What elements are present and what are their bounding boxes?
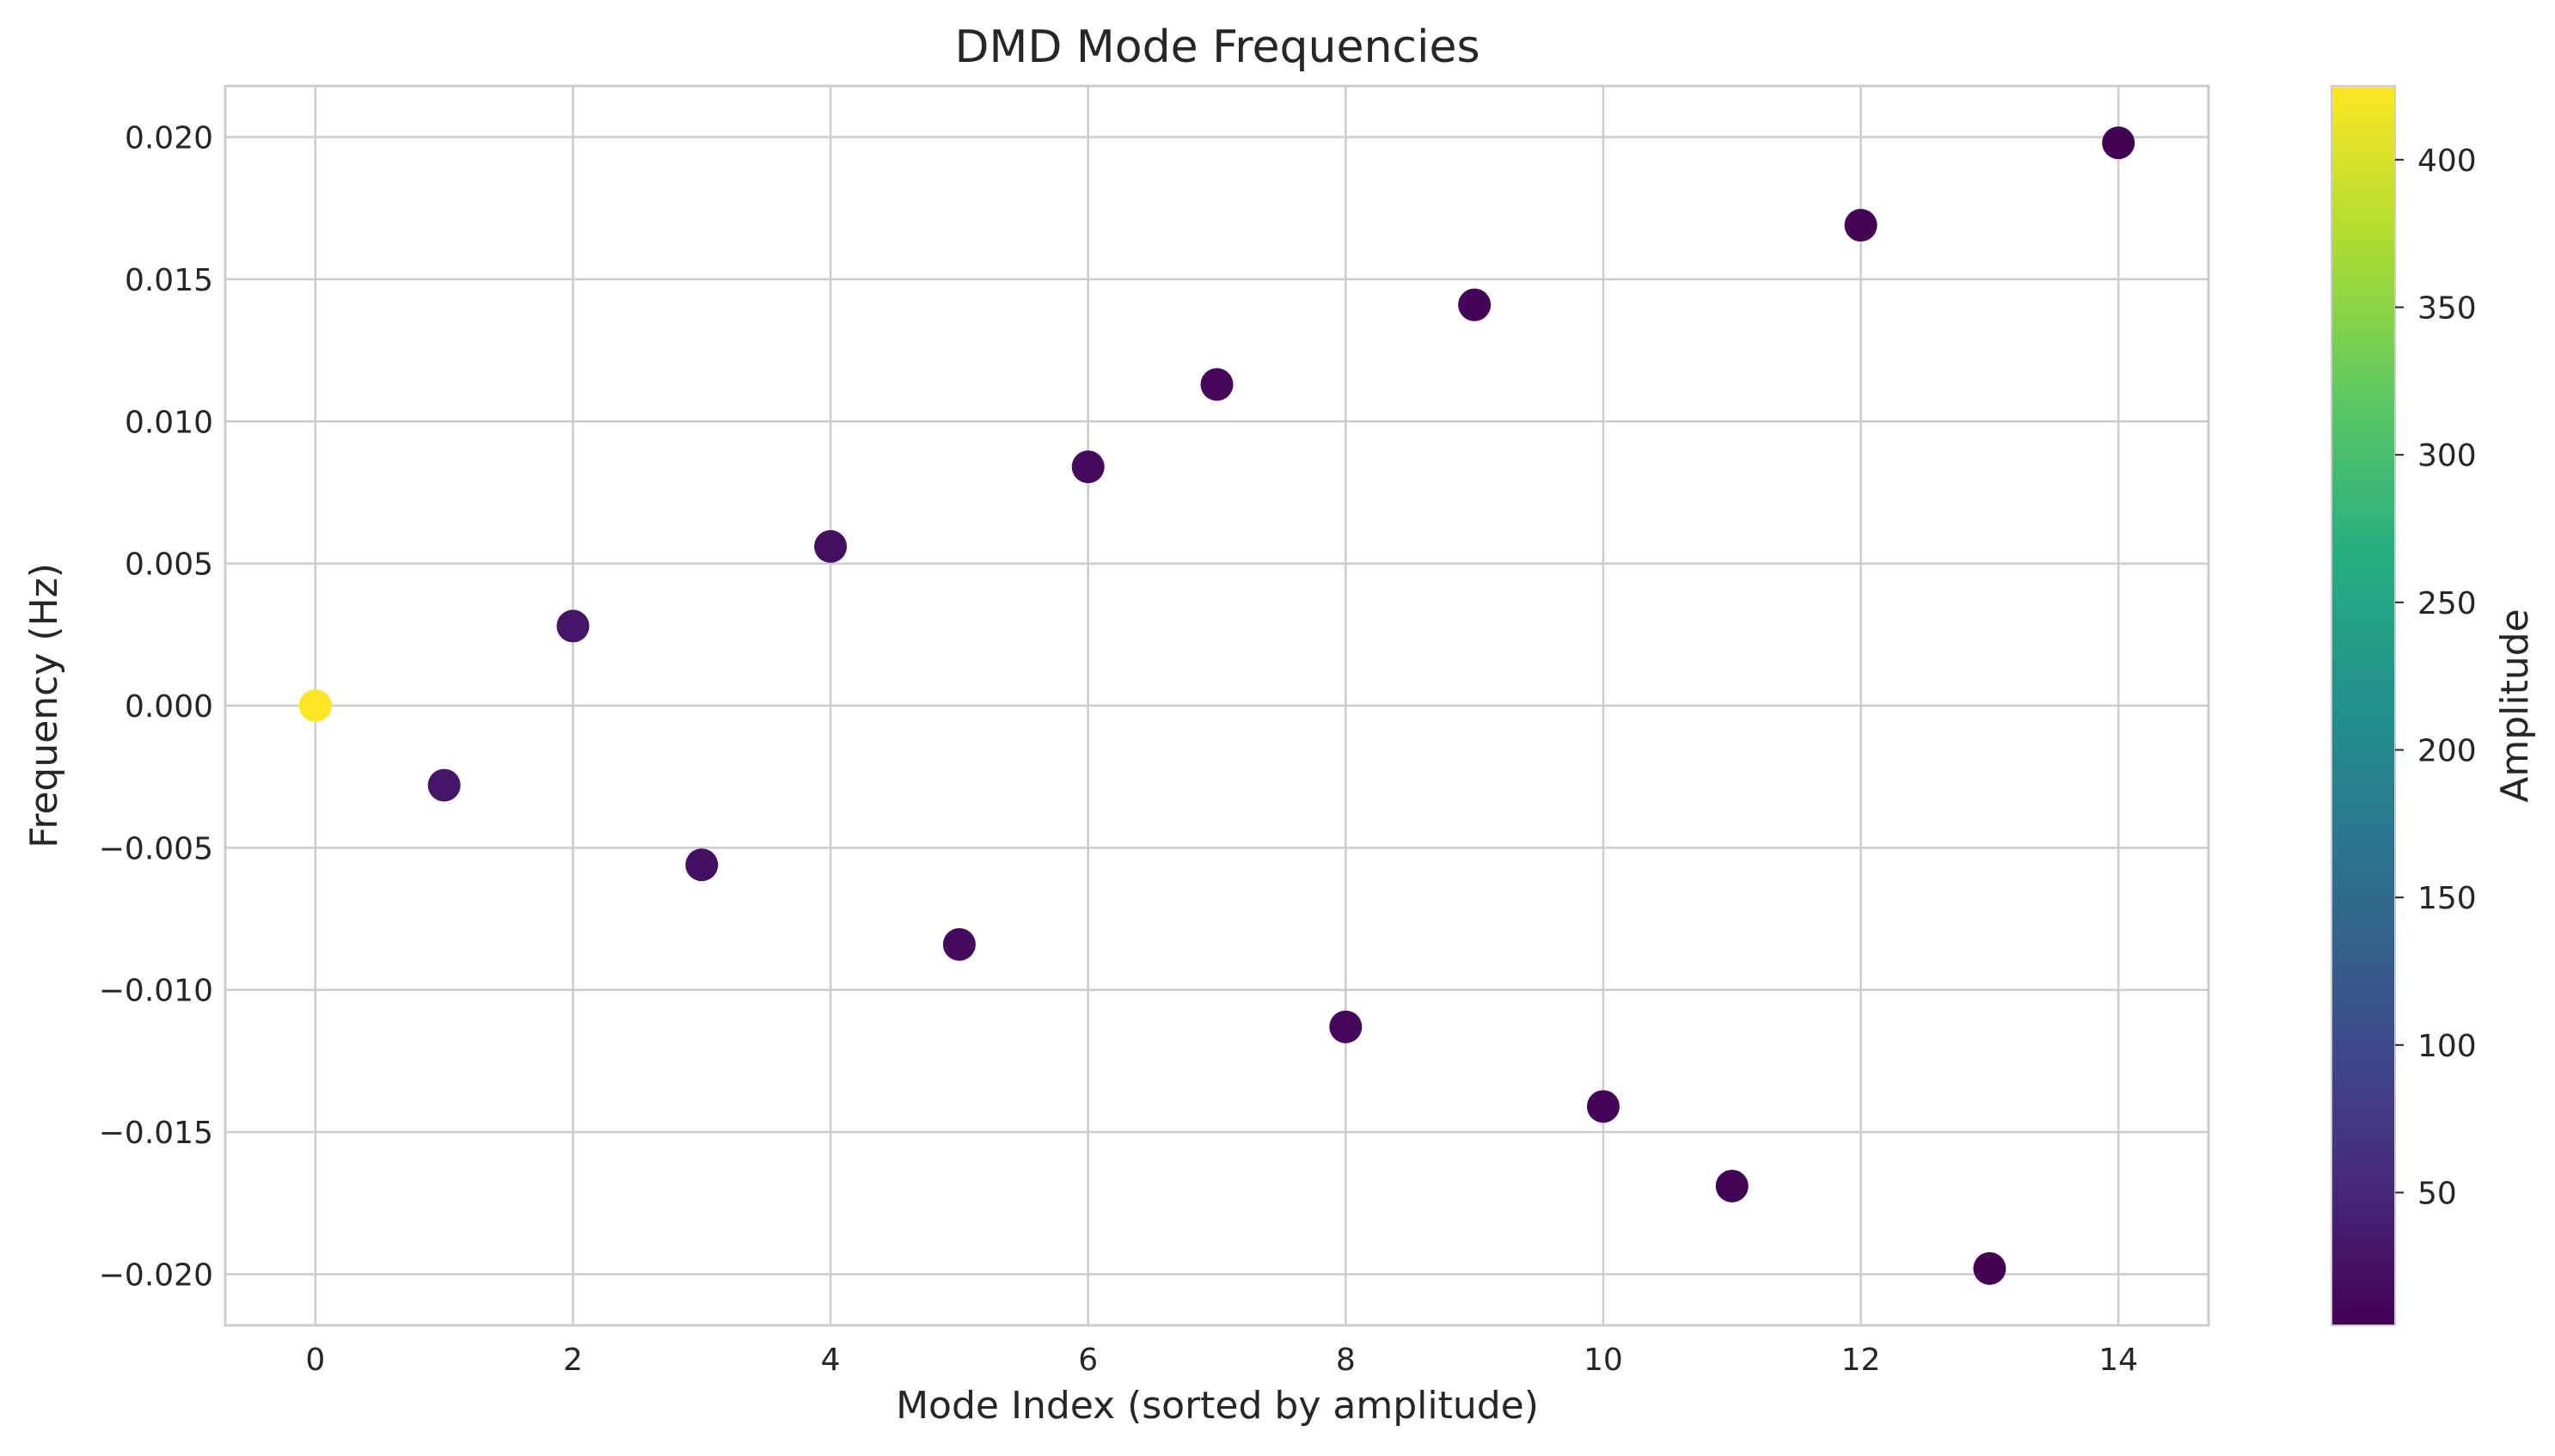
scatter-point <box>556 609 590 643</box>
colorbar-tick-label: 300 <box>2417 438 2477 474</box>
colorbar-tick-label: 400 <box>2417 144 2477 179</box>
scatter-point <box>1071 450 1105 484</box>
colorbar-tick-label: 250 <box>2417 586 2477 621</box>
y-tick-label: 0.010 <box>125 405 213 440</box>
x-tick-label: 2 <box>563 1343 583 1378</box>
x-tick-labels: 0 2 4 6 8 10 12 14 <box>305 1343 2138 1378</box>
grid-layer <box>225 86 2209 1325</box>
colorbar-tick-label: 350 <box>2417 291 2477 327</box>
colorbar-tick-label: 150 <box>2417 881 2477 916</box>
scatter-point <box>1844 209 1878 242</box>
y-tick-label: 0.005 <box>125 548 213 583</box>
scatter-point <box>1715 1169 1749 1202</box>
scatter-point <box>1586 1090 1620 1123</box>
x-axis-title: Mode Index (sorted by amplitude) <box>896 1384 1539 1428</box>
x-tick-label: 0 <box>305 1343 325 1378</box>
scatter-point <box>942 927 976 961</box>
x-tick-label: 8 <box>1336 1343 1356 1378</box>
y-axis-title: Frequency (Hz) <box>22 563 66 848</box>
colorbar-tick-labels: 50 100 150 200 250 300 350 400 <box>2395 144 2477 1212</box>
y-tick-label: 0.020 <box>125 121 213 156</box>
colorbar-tick-label: 50 <box>2417 1177 2457 1212</box>
y-tick-label: 0.000 <box>125 689 213 725</box>
x-tick-label: 4 <box>821 1343 841 1378</box>
colorbar-title: Amplitude <box>2493 609 2537 802</box>
scatter-point <box>1200 368 1234 401</box>
x-tick-label: 12 <box>1841 1343 1881 1378</box>
scatter-points <box>298 126 2135 1285</box>
y-tick-label: −0.020 <box>99 1257 213 1293</box>
scatter-point <box>1458 288 1492 321</box>
colorbar-tick-label: 200 <box>2417 734 2477 769</box>
plot-frame <box>224 84 2210 1327</box>
scatter-point <box>814 529 848 563</box>
scatter-point <box>1973 1251 2007 1285</box>
scatter-point <box>1329 1010 1363 1043</box>
y-tick-label: −0.005 <box>99 831 213 866</box>
colorbar <box>2331 85 2396 1326</box>
scatter-point <box>298 689 332 722</box>
y-tick-label: −0.015 <box>99 1116 213 1151</box>
y-tick-label: −0.010 <box>99 974 213 1009</box>
scatter-point <box>2102 126 2135 160</box>
x-tick-label: 10 <box>1584 1343 1623 1378</box>
y-tick-labels: 0.020 0.015 0.010 0.005 0.000 −0.005 −0.010 −0.… <box>99 121 213 1294</box>
y-tick-label: 0.015 <box>125 263 213 298</box>
x-tick-label: 14 <box>2099 1343 2138 1378</box>
x-tick-label: 6 <box>1078 1343 1098 1378</box>
scatter-point <box>427 768 461 802</box>
chart-title: DMD Mode Frequencies <box>954 21 1480 73</box>
scatter-point <box>685 848 719 882</box>
colorbar-tick-label: 100 <box>2417 1029 2477 1064</box>
